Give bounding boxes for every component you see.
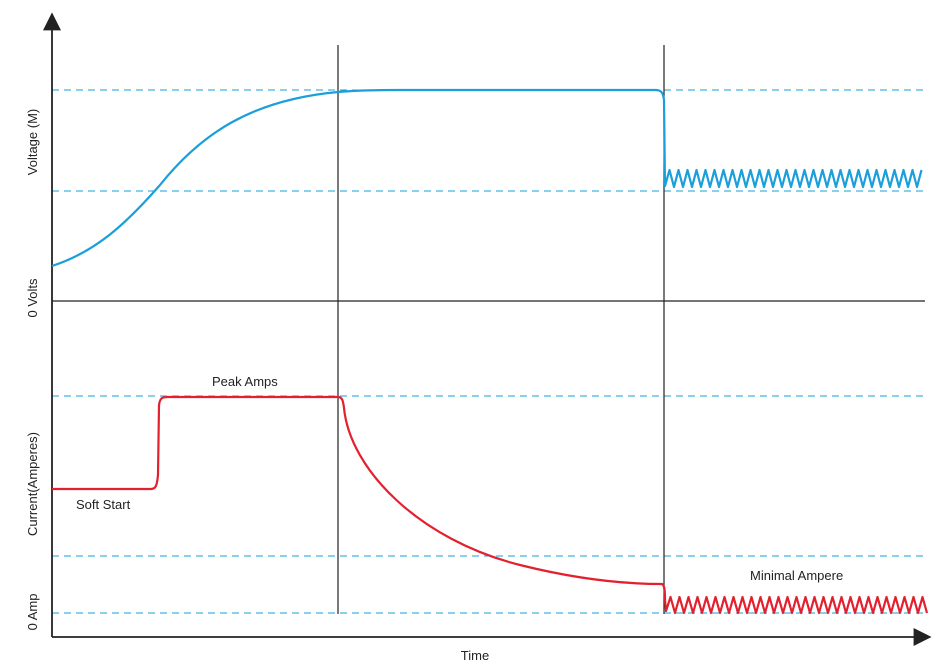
y-axis-label-zero-amp: 0 Amp bbox=[25, 594, 40, 631]
annotation-peak-amps: Peak Amps bbox=[212, 374, 278, 389]
y-axis-label-zero-volts: 0 Volts bbox=[25, 278, 40, 318]
annotation-soft-start: Soft Start bbox=[76, 497, 131, 512]
y-axis-label-current: Current(Amperes) bbox=[25, 432, 40, 536]
x-axis-label: Time bbox=[461, 648, 489, 663]
current-series-line bbox=[52, 395, 929, 615]
y-axis-label-voltage: Voltage (M) bbox=[25, 109, 40, 175]
annotation-minimal-ampere: Minimal Ampere bbox=[750, 568, 843, 583]
voltage-series-line bbox=[51, 88, 923, 268]
